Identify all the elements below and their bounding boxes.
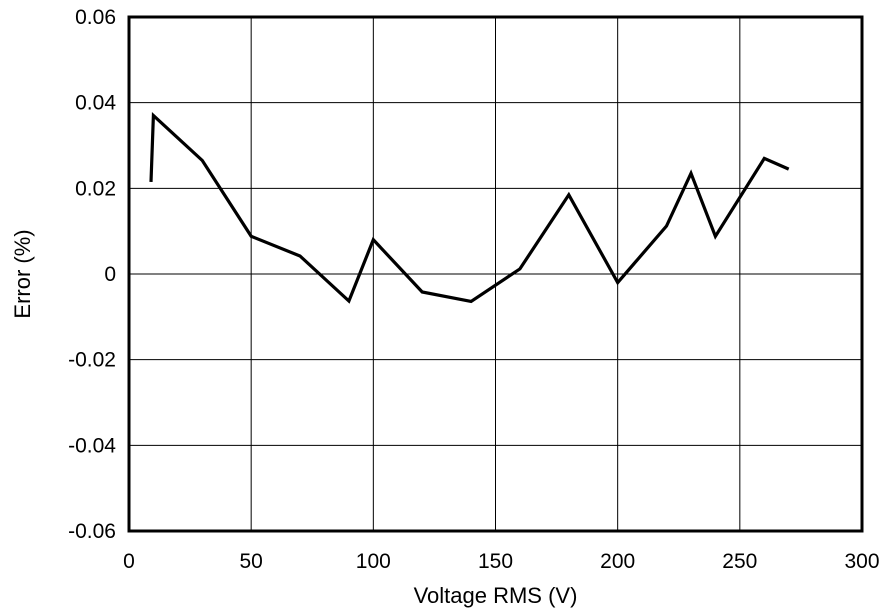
y-tick-label: -0.02 — [68, 349, 116, 372]
x-tick-label: 0 — [123, 550, 135, 573]
plot-frame — [127, 15, 864, 533]
y-tick-label: 0.02 — [75, 177, 116, 200]
series-line — [149, 111, 790, 304]
y-tick-label: 0.06 — [75, 6, 116, 29]
x-axis-label: Voltage RMS (V) — [414, 583, 578, 608]
y-tick-label: 0.04 — [75, 92, 116, 115]
y-tick-label: -0.04 — [68, 434, 116, 457]
y-axis-ticks: -0.06 -0.04 -0.02 0 0.02 0.04 0.06 — [68, 6, 116, 543]
x-tick-label: 300 — [844, 550, 879, 573]
x-tick-label: 50 — [239, 550, 262, 573]
x-tick-label: 150 — [478, 550, 513, 573]
y-axis-label: Error (%) — [10, 229, 35, 318]
x-tick-label: 200 — [600, 550, 635, 573]
x-tick-label: 100 — [356, 550, 391, 573]
y-tick-label: 0 — [104, 263, 116, 286]
x-axis-ticks: 0 50 100 150 200 250 300 — [123, 550, 879, 573]
y-tick-label: -0.06 — [68, 520, 116, 543]
grid-lines — [128, 16, 863, 532]
x-tick-label: 250 — [722, 550, 757, 573]
